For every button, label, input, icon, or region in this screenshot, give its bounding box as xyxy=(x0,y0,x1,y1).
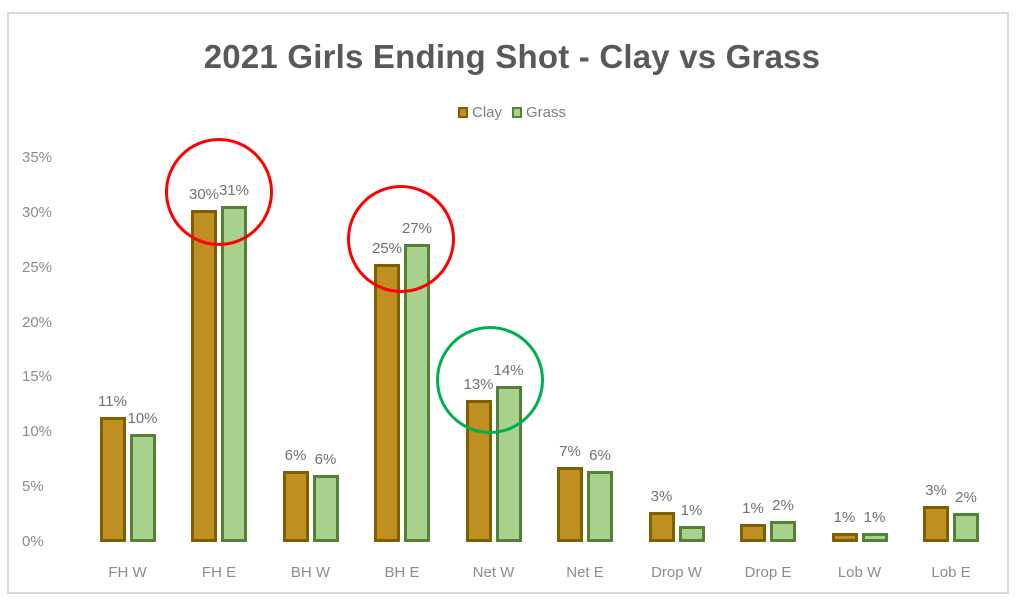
legend-item-grass: Grass xyxy=(512,104,566,121)
bar-clay xyxy=(923,505,949,542)
y-tick-label: 5% xyxy=(22,478,44,496)
data-label: 1% xyxy=(833,509,856,527)
x-tick-label: BH E xyxy=(384,564,420,581)
x-tick-label: Drop W xyxy=(651,564,702,581)
y-tick-label: 10% xyxy=(22,423,53,441)
bar-grass xyxy=(129,434,156,542)
data-label: 1% xyxy=(742,500,764,518)
y-tick-label: 35% xyxy=(22,149,53,167)
legend-label-grass: Grass xyxy=(526,104,567,121)
x-tick-label: Lob W xyxy=(837,564,882,581)
x-tick-label: Drop E xyxy=(744,564,792,581)
data-label: 6% xyxy=(589,446,611,464)
bar-grass xyxy=(404,243,430,542)
legend-swatch-grass xyxy=(512,107,522,118)
annotation-circle xyxy=(436,326,544,434)
bar-clay xyxy=(99,416,126,542)
bar-grass xyxy=(861,533,888,542)
data-label: 6% xyxy=(284,446,307,464)
bar-clay xyxy=(374,264,400,542)
bar-clay xyxy=(740,524,766,542)
data-label: 7% xyxy=(559,443,581,461)
y-tick-label: 20% xyxy=(22,313,53,331)
x-tick-label: Net W xyxy=(472,564,515,581)
bar-grass xyxy=(312,475,339,542)
bar-clay xyxy=(831,533,858,542)
bar-clay xyxy=(648,512,675,542)
legend-item-clay: Clay xyxy=(457,104,502,121)
y-tick-label: 0% xyxy=(22,533,44,550)
x-tick-label: BH W xyxy=(290,564,331,581)
data-label: 11% xyxy=(98,392,127,410)
bar-clay xyxy=(191,209,217,542)
bar-clay xyxy=(282,470,309,542)
x-tick-label: Net E xyxy=(566,564,604,581)
legend-label-clay: Clay xyxy=(471,104,502,121)
bar-grass xyxy=(221,206,247,542)
annotation-circle xyxy=(165,138,273,246)
annotation-circle xyxy=(347,185,455,293)
y-tick-label: 30% xyxy=(22,203,53,221)
data-label: 2% xyxy=(772,497,794,515)
data-label: 10% xyxy=(127,410,158,428)
bar-grass xyxy=(678,525,705,542)
data-label: 2% xyxy=(955,489,977,507)
y-tick-label: 15% xyxy=(22,368,53,386)
x-tick-label: FH W xyxy=(108,564,147,581)
data-label: 3% xyxy=(925,481,947,499)
x-tick-label: Lob E xyxy=(931,564,971,581)
x-tick-label: FH E xyxy=(201,564,237,581)
bar-grass xyxy=(587,470,613,542)
bar-clay xyxy=(557,467,583,542)
bar-grass xyxy=(953,513,979,542)
data-label: 1% xyxy=(863,509,886,527)
chart-title: 2021 Girls Ending Shot - Clay vs Grass xyxy=(203,38,821,75)
chart-legend: Clay Grass xyxy=(0,104,1024,121)
legend-swatch-clay xyxy=(457,107,468,118)
bar-grass xyxy=(770,521,796,542)
data-label: 3% xyxy=(650,488,673,506)
data-label: 6% xyxy=(314,451,337,469)
y-tick-label: 25% xyxy=(22,258,53,276)
data-label: 1% xyxy=(680,501,703,519)
